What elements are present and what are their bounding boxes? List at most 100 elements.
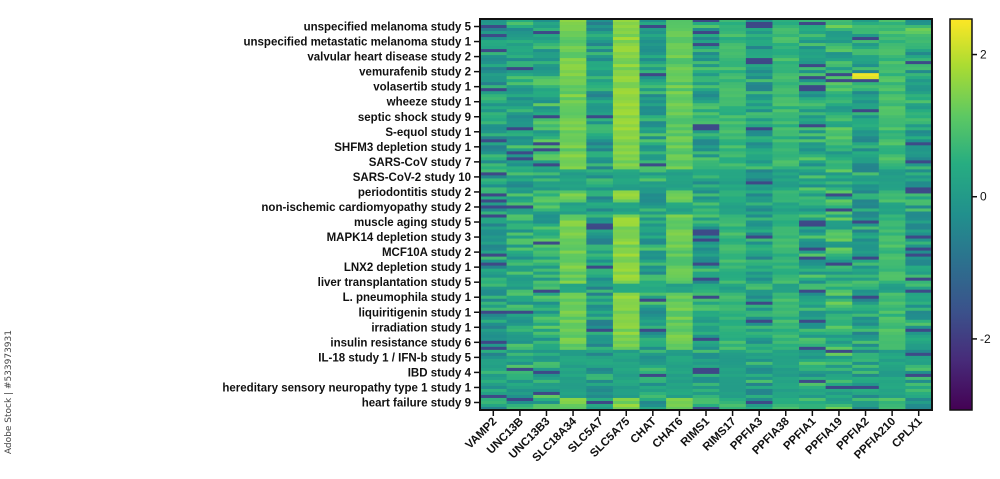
heatmap-cell — [533, 97, 561, 101]
row-label: liver transplantation study 5 — [318, 277, 472, 289]
heatmap-cell — [799, 151, 827, 155]
heatmap-cell — [799, 94, 827, 98]
heatmap-cell — [772, 262, 800, 267]
heatmap-cell — [772, 91, 800, 95]
heatmap-cell — [559, 67, 587, 71]
heatmap-cell — [586, 205, 614, 209]
heatmap-cell — [692, 49, 720, 53]
heatmap-cell — [533, 58, 561, 62]
heatmap-cell — [745, 349, 773, 354]
heatmap-cell — [799, 289, 827, 294]
heatmap-cell — [506, 34, 534, 38]
heatmap-cell — [719, 196, 747, 200]
heatmap-cell — [878, 295, 906, 300]
heatmap-cell — [639, 340, 667, 345]
heatmap-cell — [692, 319, 720, 324]
heatmap-cell — [506, 139, 534, 143]
heatmap-cell — [586, 97, 614, 101]
heatmap-cell — [480, 166, 507, 170]
heatmap-cell — [878, 82, 906, 86]
heatmap-cell — [639, 337, 667, 342]
heatmap-cell — [559, 196, 587, 200]
heatmap-cell — [852, 193, 880, 197]
heatmap-cell — [825, 46, 853, 50]
heatmap-cell — [852, 145, 880, 149]
heatmap-cell — [559, 292, 587, 297]
heatmap-cell — [612, 70, 640, 74]
heatmap-cell — [559, 172, 587, 176]
heatmap-cell — [586, 55, 614, 59]
heatmap-cell — [772, 208, 800, 212]
heatmap-cell — [745, 193, 773, 197]
heatmap-cell — [825, 163, 853, 167]
heatmap-cell — [905, 343, 933, 348]
heatmap-cell — [878, 58, 906, 62]
heatmap-cell — [852, 211, 880, 215]
heatmap-cell — [905, 268, 933, 273]
heatmap-cell — [666, 196, 694, 200]
heatmap-cell — [825, 82, 853, 86]
heatmap-cell — [639, 253, 667, 258]
heatmap-cell — [480, 331, 507, 336]
heatmap-cell — [506, 229, 534, 233]
heatmap-cell — [745, 379, 773, 384]
heatmap-cell — [719, 205, 747, 209]
heatmap-cell — [692, 229, 720, 233]
heatmap-cell — [506, 367, 534, 372]
heatmap-cell — [852, 388, 880, 393]
heatmap-cell — [825, 55, 853, 59]
heatmap-cell — [480, 181, 507, 185]
heatmap-cell — [480, 100, 507, 104]
heatmap-cell — [719, 112, 747, 116]
heatmap-cell — [639, 328, 667, 333]
heatmap-cell — [692, 301, 720, 306]
heatmap-cell — [772, 130, 800, 134]
heatmap-cell — [506, 388, 534, 393]
heatmap-cell — [666, 289, 694, 294]
column-label: CPLX1 — [890, 415, 925, 450]
heatmap-cell — [639, 100, 667, 104]
heatmap-cell — [825, 109, 853, 113]
heatmap-cell — [825, 334, 853, 339]
heatmap-cell — [825, 289, 853, 294]
heatmap-cell — [772, 49, 800, 53]
heatmap-cell — [905, 97, 933, 101]
heatmap-cell — [586, 46, 614, 50]
heatmap-cell — [533, 166, 561, 170]
heatmap-cell — [639, 265, 667, 270]
heatmap-cell — [559, 274, 587, 279]
heatmap-cell — [905, 145, 933, 149]
heatmap-cell — [639, 193, 667, 197]
heatmap-cell — [586, 166, 614, 170]
heatmap-cell — [639, 217, 667, 221]
heatmap-cell — [612, 226, 640, 230]
heatmap-cell — [692, 124, 720, 128]
heatmap-cell — [480, 70, 507, 74]
heatmap-cell — [799, 106, 827, 110]
heatmap-cell — [772, 157, 800, 161]
heatmap-cell — [506, 145, 534, 149]
heatmap-cell — [559, 94, 587, 98]
heatmap-cell — [666, 166, 694, 170]
heatmap-cell — [692, 313, 720, 318]
heatmap-cell — [612, 139, 640, 143]
heatmap-cell — [506, 211, 534, 215]
heatmap-cell — [692, 103, 720, 107]
heatmap-cell — [480, 289, 507, 294]
heatmap-cell — [719, 274, 747, 279]
heatmap-cell — [639, 286, 667, 291]
heatmap-cell — [586, 385, 614, 390]
heatmap-cell — [480, 253, 507, 258]
heatmap-cell — [639, 211, 667, 215]
heatmap-cell — [719, 334, 747, 339]
heatmap-cell — [639, 256, 667, 261]
heatmap-cell — [772, 52, 800, 56]
heatmap-cell — [799, 283, 827, 288]
heatmap-cell — [692, 379, 720, 384]
heatmap-cell — [506, 163, 534, 167]
heatmap-cell — [639, 361, 667, 366]
heatmap-cell — [878, 181, 906, 185]
heatmap-cell — [772, 280, 800, 285]
heatmap-cell — [559, 352, 587, 357]
heatmap-cell — [772, 115, 800, 119]
